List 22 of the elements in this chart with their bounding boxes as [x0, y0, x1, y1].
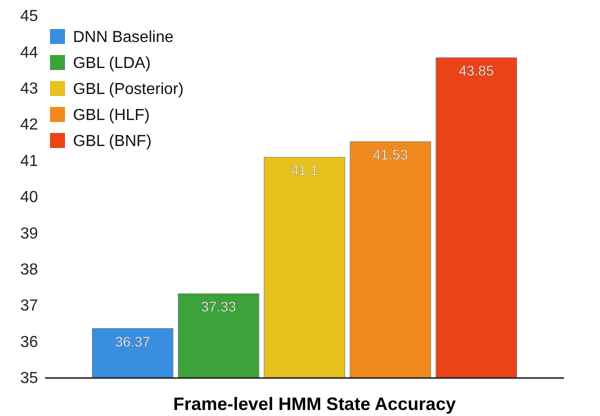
y-tick-label: 36: [20, 334, 38, 351]
y-tick-label: 43: [20, 80, 38, 98]
data-label: 36.37: [115, 333, 150, 350]
legend-label: GBL (LDA): [73, 55, 151, 72]
y-tick-label: 45: [20, 8, 38, 26]
data-label: 41.53: [372, 146, 408, 163]
legend-label: GBL (Posterior): [73, 81, 184, 98]
y-tick-label: 44: [20, 44, 38, 62]
y-tick-label: 39: [20, 225, 38, 242]
y-tick-label: 35: [20, 370, 38, 388]
legend-label: GBL (BNF): [73, 133, 152, 150]
data-label: 43.85: [458, 62, 494, 79]
y-tick-label: 42: [20, 116, 38, 134]
data-label: 41.1: [290, 162, 318, 178]
x-axis-title: Frame-level HMM State Accuracy: [173, 394, 456, 414]
y-tick-label: 37: [20, 298, 38, 315]
y-tick-label: 38: [20, 262, 38, 279]
y-tick-label: 40: [20, 189, 38, 206]
legend-label: DNN Baseline: [73, 29, 174, 46]
data-label: 37.33: [201, 298, 236, 315]
legend-label: GBL (HLF): [73, 107, 150, 124]
y-tick-label: 41: [20, 152, 38, 170]
